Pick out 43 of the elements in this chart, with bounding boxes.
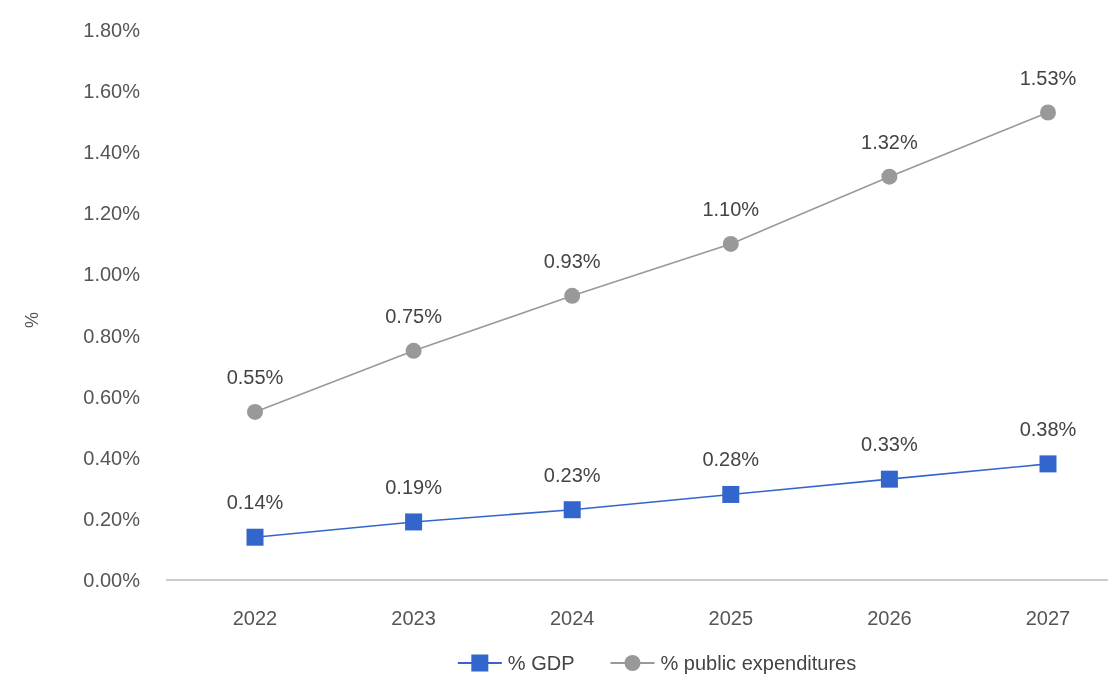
point: [405, 342, 422, 359]
x-tick-label: 2025: [708, 607, 754, 629]
y-tick-label: 1.20%: [83, 202, 141, 225]
legend-label: % GDP: [507, 652, 575, 674]
data-label: 0.33%: [861, 433, 918, 456]
y-tick-label: 1.40%: [83, 141, 141, 164]
data-label: 0.93%: [543, 249, 601, 272]
data-label: 0.14%: [226, 491, 284, 514]
point: [722, 235, 739, 252]
data-label: 0.38%: [1019, 417, 1077, 440]
data-label: 1.32%: [861, 130, 918, 153]
legend-label: % public expenditures: [660, 652, 857, 674]
y-tick-label: 0.40%: [83, 446, 141, 469]
point: [722, 485, 740, 503]
y-tick-label: 0.20%: [83, 507, 141, 530]
y-tick-label: 1.60%: [83, 80, 141, 103]
point: [1039, 455, 1057, 473]
y-tick-label: 0.80%: [83, 324, 141, 347]
data-label: 1.10%: [702, 197, 760, 220]
x-tick-label: 2024: [549, 607, 595, 629]
x-tick-label: 2026: [867, 607, 912, 629]
data-label: 1.53%: [1019, 66, 1077, 89]
y-tick-label: 1.00%: [83, 263, 141, 286]
point: [563, 501, 581, 519]
x-tick-label: 2022: [232, 607, 278, 629]
y-tick-label: 1.80%: [83, 19, 141, 41]
y-tick-label: 0.00%: [83, 569, 141, 591]
x-tick-label: 2027: [1025, 607, 1071, 629]
data-label: 0.19%: [385, 475, 443, 498]
point: [881, 168, 898, 185]
y-axis-title: %: [22, 311, 42, 329]
x-tick-label: 2023: [391, 607, 436, 629]
point: [1040, 104, 1056, 121]
data-label: 0.23%: [543, 463, 601, 486]
data-label: 0.75%: [385, 304, 443, 327]
point: [247, 403, 263, 420]
point: [880, 470, 898, 488]
data-label: 0.28%: [702, 448, 760, 471]
y-tick-label: 0.60%: [83, 385, 141, 408]
point: [405, 513, 423, 531]
point: [564, 287, 581, 304]
data-label: 0.55%: [226, 365, 284, 388]
point: [246, 528, 264, 546]
